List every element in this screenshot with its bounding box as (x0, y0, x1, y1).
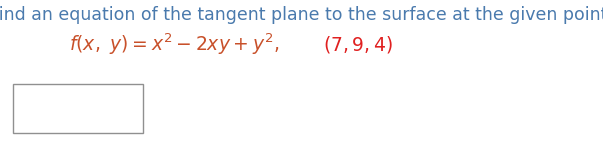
Bar (13, 84, 143, 133)
Text: $f(x,\ y) = x^2 - 2xy + y^2,$: $f(x,\ y) = x^2 - 2xy + y^2,$ (69, 32, 280, 58)
Text: $(7, 9, 4)$: $(7, 9, 4)$ (323, 34, 393, 55)
Text: Find an equation of the tangent plane to the surface at the given point.: Find an equation of the tangent plane to… (0, 6, 603, 24)
